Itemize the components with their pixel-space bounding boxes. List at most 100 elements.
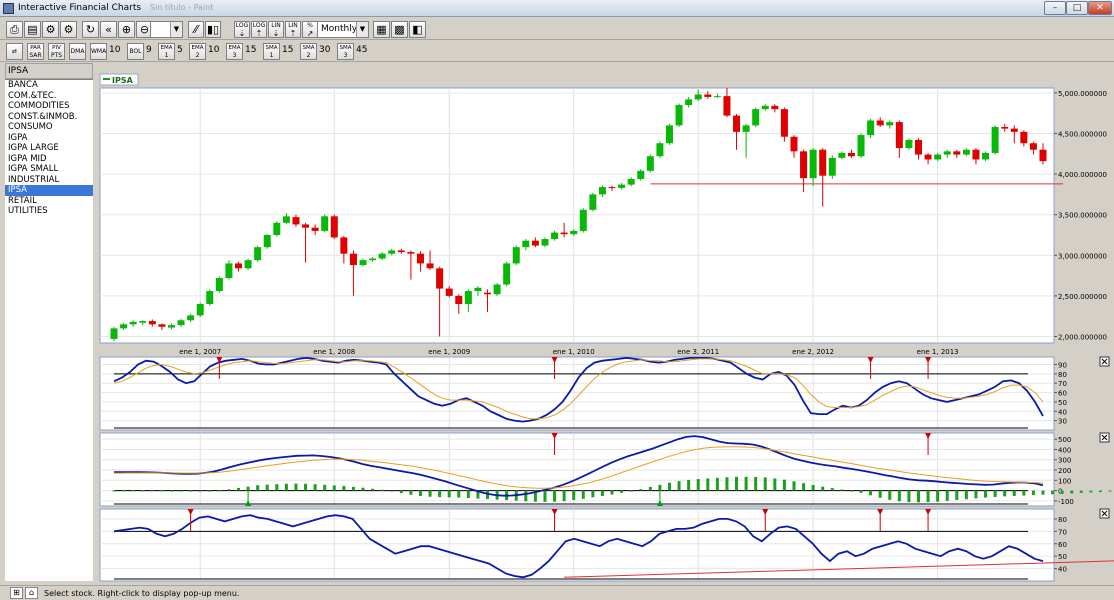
wma-button[interactable]: WMA [90, 43, 107, 60]
color-icon[interactable]: ◧ [409, 21, 426, 38]
y-tick-label: 3,000.000000 [1058, 252, 1107, 260]
ema2-button[interactable]: EMA 2 [189, 43, 206, 60]
chart-props-icon[interactable]: ▦ [373, 21, 390, 38]
panel-close-button[interactable] [1099, 432, 1110, 443]
print-icon-glyph: ⎙ [10, 23, 19, 36]
stock-item[interactable]: BANCA [8, 80, 38, 90]
stock-item[interactable]: COMMODITIES [8, 101, 70, 111]
histogram-bar [524, 490, 528, 502]
stock-item[interactable]: IPSA [5, 185, 93, 196]
maximize-button[interactable]: □ [1066, 1, 1088, 15]
histogram-bar [553, 490, 557, 502]
settings-icon[interactable]: ⚙ [42, 21, 59, 38]
line-chart-icon[interactable]: ⁄⁄ [188, 21, 204, 38]
candle-body [273, 222, 281, 235]
lin-scale-alt-button-glyph: ⇡ [289, 29, 297, 38]
stock-item[interactable]: COM.&TEC. [8, 90, 57, 101]
wma-button-period: 10 [109, 45, 121, 55]
stock-item[interactable]: IGPA SMALL [8, 164, 59, 174]
zoom-out-icon-glyph: ⊖ [139, 23, 150, 36]
y-tick-label: 40 [1058, 566, 1067, 574]
log-scale-button[interactable]: LOG ⇣ [234, 21, 250, 38]
bol-button[interactable]: BOL [127, 43, 144, 60]
candle-body [282, 216, 290, 223]
back-icon[interactable]: « [100, 21, 117, 38]
compare-button[interactable]: ⇄ [6, 43, 23, 60]
candle-body [608, 187, 616, 189]
histogram-bar [1031, 490, 1035, 496]
sma3-button[interactable]: SMA 3 [337, 43, 354, 60]
stock-item[interactable]: IGPA LARGE [8, 143, 59, 153]
lin-scale-alt-button[interactable]: LIN ⇡ [285, 21, 301, 38]
sma2-button[interactable]: SMA 2 [300, 43, 317, 60]
piv-pts-button[interactable]: PIV PTS [48, 43, 65, 60]
histogram-bar [763, 477, 767, 491]
histogram-bar [974, 490, 978, 499]
sell-marker [551, 433, 558, 439]
log-scale-alt-button[interactable]: LOG ⇡ [251, 21, 267, 38]
panel-close-button[interactable] [1099, 508, 1110, 519]
sma1-button-glyph: 1 [269, 52, 274, 59]
candle-body [445, 288, 453, 296]
close-button[interactable]: ✕ [1088, 1, 1112, 15]
log-scale-button-glyph: ⇣ [238, 29, 246, 38]
stock-item[interactable]: INDUSTRIAL [8, 174, 60, 185]
histogram-bar [284, 483, 288, 491]
chart-area[interactable]: 2,000.000000 2,500.000000 3,000.000000 3,50… [96, 63, 1114, 583]
histogram-bar [926, 490, 930, 503]
settings-alt-icon-glyph: ⚙ [63, 23, 74, 36]
minimize-button[interactable]: – [1044, 1, 1066, 15]
candle-body [685, 99, 693, 106]
stock-list[interactable]: BANCA COM.&TEC. COMMODITIES CONST.&INMOB. CO… [5, 80, 93, 581]
stock-item[interactable]: CONSUMO [8, 122, 53, 132]
count-select[interactable]: ▼ [150, 21, 183, 38]
stock-item[interactable]: RETAIL [8, 195, 37, 206]
histogram-bar [725, 477, 729, 491]
lin-scale-button[interactable]: LIN ⇣ [268, 21, 284, 38]
ema1-button[interactable]: EMA 1 [158, 43, 175, 60]
candle-body [407, 252, 415, 254]
stock-item[interactable]: IGPA MID [8, 153, 47, 164]
candle-body [493, 284, 501, 295]
y-tick-label: 100 [1058, 477, 1071, 485]
candle-body [522, 240, 530, 248]
sma1-button[interactable]: SMA 1 [263, 43, 280, 60]
stock-item[interactable]: IGPA [8, 132, 28, 143]
histogram-bar [696, 479, 700, 491]
histogram-bar [744, 476, 748, 491]
sma1-button-period: 15 [282, 45, 294, 55]
candle-body [292, 217, 300, 225]
candle-body [254, 247, 262, 261]
stock-item[interactable]: CONST.&INMOB. [8, 111, 78, 122]
save-icon[interactable]: ▤ [24, 21, 41, 38]
histogram-bar [198, 490, 202, 492]
sell-marker [187, 509, 194, 515]
refresh-icon[interactable]: ↻ [82, 21, 99, 38]
print-icon[interactable]: ⎙ [6, 21, 23, 38]
sell-marker [925, 433, 932, 439]
period-select[interactable]: Monthly ▼ [317, 21, 369, 38]
candle-chart-icon[interactable]: ▮▯ [205, 21, 221, 38]
ema3-button[interactable]: EMA 3 [226, 43, 243, 60]
par-sar-button-label: PAR [30, 45, 41, 51]
histogram-bar [361, 487, 365, 491]
histogram-bar [476, 490, 480, 499]
histogram-bar [1003, 490, 1007, 497]
panel-close-button[interactable] [1099, 356, 1110, 367]
sell-marker [877, 509, 884, 515]
legend-box [99, 73, 139, 86]
table-icon[interactable]: ▩ [391, 21, 408, 38]
percent-scale-button[interactable]: % ↗ [302, 21, 318, 38]
stock-item[interactable]: UTILITIES [8, 206, 48, 216]
line-chart-icon-glyph: ⁄⁄ [194, 23, 198, 36]
y-tick-label: 0 [1058, 488, 1062, 496]
settings-alt-icon[interactable]: ⚙ [60, 21, 77, 38]
histogram-bar [1012, 490, 1016, 496]
dma-button[interactable]: DMA [69, 43, 86, 60]
candle-body [378, 253, 386, 259]
trend-line [564, 560, 1114, 578]
zoom-in-icon[interactable]: ⊕ [118, 21, 135, 38]
sell-marker [762, 509, 769, 515]
candle-body [627, 178, 635, 185]
par-sar-button[interactable]: PAR SAR [27, 43, 44, 60]
